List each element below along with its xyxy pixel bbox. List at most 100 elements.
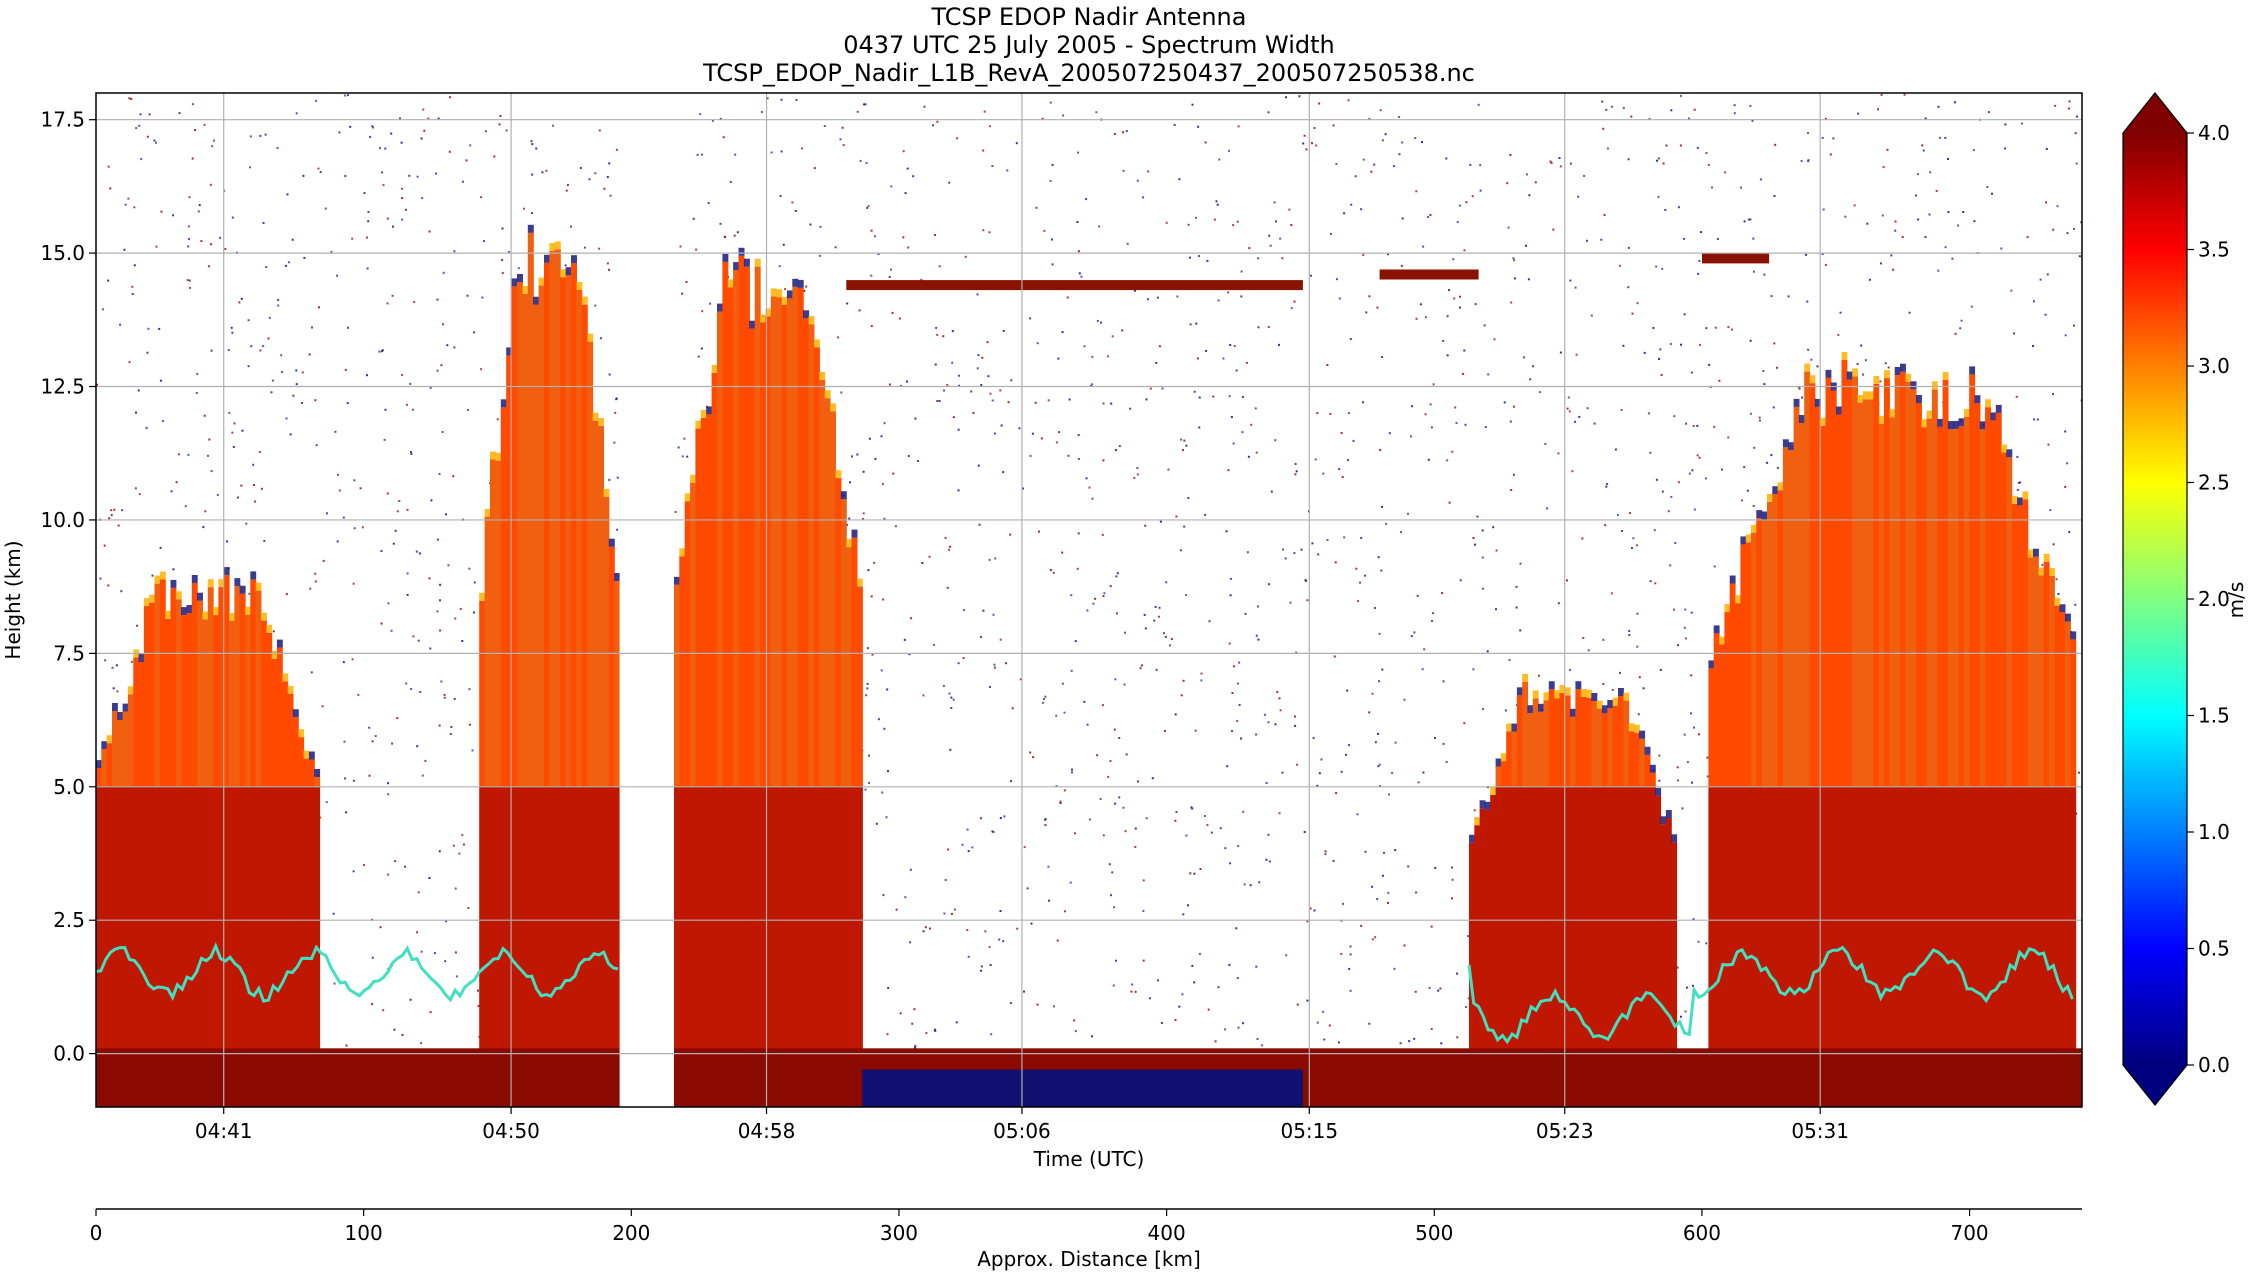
noise-speck — [392, 542, 395, 545]
noise-speck — [1180, 438, 1183, 441]
echo-strip-core — [234, 786, 241, 1107]
noise-speck — [1455, 421, 1458, 424]
noise-speck — [1254, 407, 1257, 410]
noise-speck — [1434, 866, 1437, 869]
noise-speck — [1096, 754, 1099, 757]
noise-speck — [1303, 831, 1306, 833]
noise-speck — [1217, 299, 1220, 302]
noise-speck — [366, 267, 369, 270]
noise-speck — [1360, 208, 1363, 211]
noise-speck — [1326, 539, 1329, 541]
noise-speck — [914, 1044, 917, 1047]
echo-strip-core — [1782, 786, 1789, 1107]
noise-speck — [265, 266, 268, 268]
echo-strip-fringe — [1506, 723, 1513, 732]
noise-speck — [1800, 160, 1803, 162]
noise-speck — [1407, 512, 1409, 515]
noise-speck — [1241, 396, 1244, 398]
noise-speck — [210, 349, 213, 352]
noise-speck — [2010, 289, 2013, 292]
echo-strip-core — [1591, 786, 1598, 1107]
noise-speck — [1078, 272, 1081, 275]
noise-speck — [883, 727, 886, 730]
echo-strip-core — [824, 786, 831, 1107]
noise-speck — [608, 268, 610, 271]
echo-strip-fringe — [1612, 697, 1619, 706]
anvil-layer-3 — [1702, 253, 1770, 264]
noise-speck — [1401, 217, 1404, 220]
noise-speck — [384, 408, 387, 411]
noise-speck — [438, 473, 441, 475]
noise-speck — [1198, 396, 1201, 399]
noise-speck — [1456, 972, 1459, 975]
noise-speck — [2072, 324, 2075, 327]
noise-speck — [1476, 515, 1479, 518]
noise-speck — [991, 399, 994, 402]
noise-speck — [501, 271, 504, 274]
noise-speck — [1238, 704, 1241, 706]
noise-speck — [1173, 124, 1176, 126]
noise-speck — [419, 690, 422, 693]
noise-speck — [1619, 671, 1621, 674]
colorbar-tick-label: 3.0 — [2198, 354, 2230, 378]
echo-strip-upper — [673, 584, 680, 787]
noise-speck — [1214, 1040, 1217, 1043]
noise-speck — [608, 162, 611, 165]
echo-strip-fringe — [1756, 510, 1763, 519]
echo-strip-fringe — [700, 409, 707, 418]
echo-strip-core — [1820, 786, 1827, 1107]
echo-strip-fringe — [1575, 681, 1582, 690]
noise-speck — [1537, 674, 1540, 677]
noise-speck — [1522, 356, 1525, 359]
noise-speck — [1102, 402, 1105, 405]
noise-speck — [1636, 645, 1639, 648]
noise-speck — [405, 682, 408, 685]
noise-speck — [1222, 357, 1225, 360]
noise-speck — [1832, 137, 1835, 140]
noise-speck — [917, 460, 919, 462]
noise-speck — [1392, 165, 1395, 168]
noise-speck — [2032, 300, 2035, 303]
noise-speck — [469, 144, 472, 147]
echo-strip-upper — [1889, 417, 1896, 787]
noise-speck — [936, 400, 939, 402]
gridlines — [96, 93, 2082, 1107]
noise-speck — [420, 950, 423, 953]
noise-speck — [1691, 469, 1694, 472]
noise-speck — [992, 831, 995, 833]
noise-speck — [424, 759, 427, 762]
echo-strip-core — [738, 786, 745, 1107]
noise-speck — [172, 214, 174, 217]
echo-strip-fringe — [598, 418, 604, 426]
noise-speck — [1354, 175, 1357, 178]
noise-speck — [599, 337, 602, 340]
noise-speck — [1636, 612, 1639, 615]
echo-strip-upper — [1729, 583, 1736, 787]
noise-speck — [1355, 567, 1358, 570]
noise-speck — [2004, 147, 2006, 150]
echo-strip-upper — [2027, 557, 2034, 787]
noise-speck — [1637, 713, 1640, 716]
distance-tick-label: 100 — [345, 1221, 383, 1245]
noise-speck — [480, 368, 483, 371]
noise-speck — [1155, 361, 1158, 364]
noise-speck — [311, 326, 313, 329]
noise-speck — [1631, 547, 1633, 549]
noise-speck — [1305, 148, 1308, 151]
noise-speck — [1198, 255, 1200, 257]
noise-speck — [2032, 345, 2035, 347]
noise-speck — [2019, 481, 2022, 484]
noise-speck — [1642, 687, 1645, 690]
noise-speck — [1077, 458, 1080, 460]
noise-speck — [1770, 454, 1773, 457]
noise-speck — [134, 487, 137, 490]
noise-speck — [541, 171, 544, 174]
noise-speck — [416, 745, 419, 748]
echo-strip-core — [792, 786, 799, 1107]
noise-speck — [277, 298, 280, 301]
noise-speck — [127, 197, 130, 200]
noise-speck — [280, 354, 283, 357]
noise-speck — [1116, 572, 1119, 575]
noise-speck — [1066, 296, 1069, 299]
noise-speck — [1348, 744, 1351, 747]
